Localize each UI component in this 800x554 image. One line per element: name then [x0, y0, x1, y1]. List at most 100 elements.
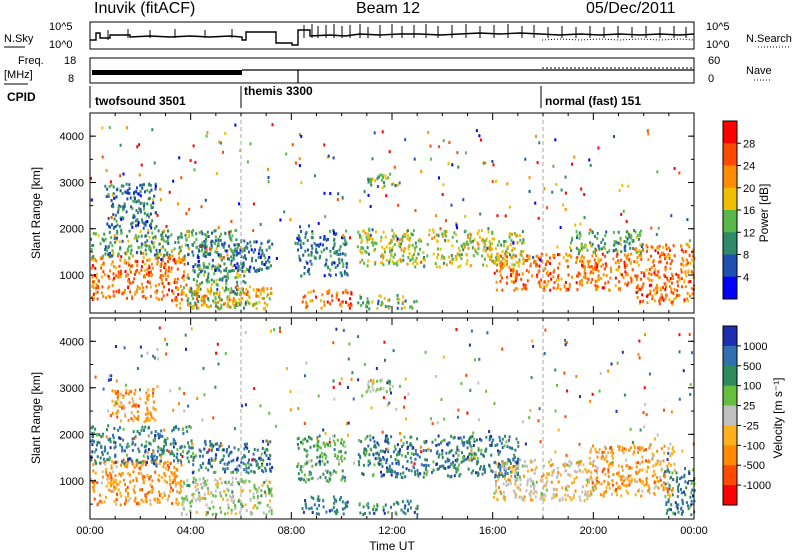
range-cell — [303, 448, 306, 452]
range-cell — [670, 489, 673, 493]
range-cell-sparse — [291, 143, 294, 147]
range-cell — [144, 412, 147, 416]
range-cell-sparse — [213, 459, 215, 463]
range-cell — [568, 459, 571, 463]
range-cell — [113, 236, 116, 240]
range-cell — [517, 441, 520, 444]
range-cell — [214, 265, 217, 269]
range-cell — [546, 480, 549, 484]
range-cell — [567, 288, 570, 291]
range-cell — [109, 473, 112, 477]
range-cell — [668, 279, 671, 283]
range-cell — [118, 290, 121, 294]
range-cell — [565, 469, 568, 473]
range-cell — [237, 275, 240, 279]
power-xticks — [89, 113, 695, 313]
range-cell — [392, 182, 395, 186]
range-cell-sparse — [439, 227, 442, 231]
range-cell — [612, 231, 615, 234]
range-cell — [540, 259, 543, 263]
range-cell — [300, 440, 302, 444]
range-cell — [645, 470, 648, 473]
range-cell — [259, 290, 262, 294]
range-cell — [146, 239, 149, 243]
range-cell — [230, 290, 233, 294]
range-cell — [564, 498, 567, 502]
range-cell — [264, 466, 267, 470]
range-cell — [92, 283, 95, 287]
range-cell — [437, 455, 440, 459]
range-cell — [94, 450, 97, 454]
range-cell — [529, 459, 532, 463]
range-cell — [173, 471, 176, 475]
range-cell — [465, 457, 468, 461]
range-cell — [481, 254, 484, 258]
range-cell-sparse — [617, 241, 620, 245]
range-cell — [203, 250, 206, 254]
range-cell-sparse — [468, 343, 471, 347]
range-cell — [164, 440, 167, 444]
range-cell — [517, 444, 520, 448]
range-cell — [263, 490, 266, 494]
range-cell — [245, 257, 247, 261]
nsky-frame — [89, 21, 695, 50]
range-cell — [242, 291, 245, 294]
range-cell — [141, 295, 144, 299]
range-cell — [186, 498, 189, 502]
range-cell — [229, 247, 232, 251]
range-cell — [479, 437, 481, 441]
range-cell — [112, 478, 115, 482]
range-cell — [639, 233, 642, 237]
range-cell — [551, 473, 554, 477]
range-cell — [374, 445, 377, 449]
range-cell — [196, 306, 199, 310]
range-cell — [179, 483, 182, 487]
range-cell — [252, 288, 255, 292]
range-cell — [131, 448, 134, 452]
range-cell — [339, 252, 342, 256]
range-cell — [659, 288, 662, 292]
range-cell-sparse — [349, 236, 351, 240]
range-cell — [310, 495, 313, 499]
range-cell — [656, 476, 659, 480]
range-cell — [637, 250, 640, 253]
range-cell — [226, 304, 229, 308]
range-cell — [154, 182, 157, 186]
range-cell-sparse — [646, 129, 649, 133]
range-cell — [406, 451, 409, 455]
range-cell — [154, 235, 157, 239]
range-cell — [511, 232, 513, 236]
range-cell — [532, 482, 534, 486]
range-cell — [687, 269, 690, 273]
range-cell — [194, 290, 196, 293]
range-cell — [614, 284, 617, 288]
range-cell — [249, 240, 252, 244]
range-cell-sparse — [259, 404, 262, 408]
range-cell — [386, 440, 389, 444]
range-cell — [302, 295, 305, 299]
range-cell — [147, 448, 150, 451]
range-cell — [219, 238, 222, 242]
colorbar-swatch — [723, 143, 737, 166]
range-cell-sparse — [620, 212, 623, 216]
range-cell — [229, 450, 232, 454]
range-cell — [136, 458, 139, 462]
range-cell — [498, 240, 501, 244]
range-cell — [559, 287, 562, 291]
range-cell — [600, 240, 603, 244]
range-cell — [641, 293, 644, 297]
range-cell — [590, 475, 593, 479]
range-cell — [597, 451, 600, 455]
range-cell-sparse — [504, 214, 507, 218]
range-cell — [323, 443, 326, 447]
range-cell — [408, 236, 411, 240]
range-cell — [91, 443, 94, 447]
range-cell — [586, 260, 589, 264]
range-cell — [238, 273, 241, 277]
range-cell — [223, 470, 226, 474]
range-cell — [148, 182, 151, 186]
range-cell — [668, 476, 671, 480]
range-cell — [557, 278, 560, 282]
range-cell — [613, 242, 616, 246]
